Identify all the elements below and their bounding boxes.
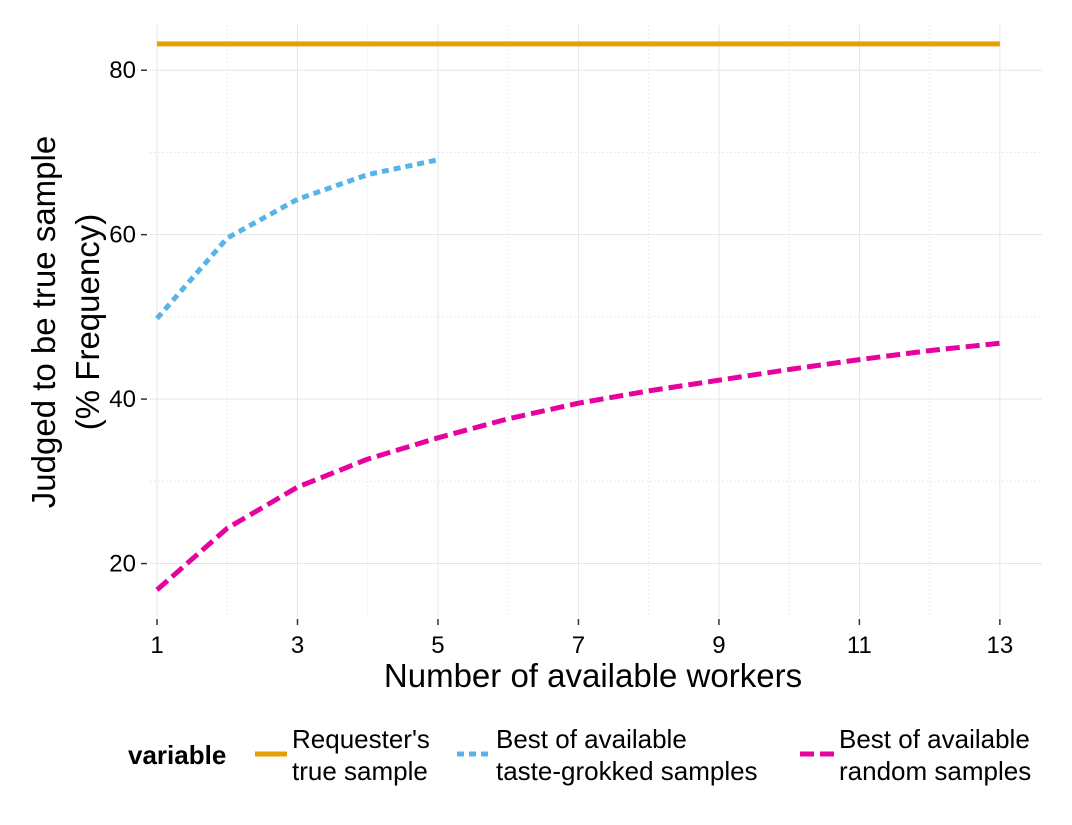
y-tick-label: 40 (109, 386, 136, 413)
x-tick-label: 9 (712, 632, 725, 659)
x-tick-label: 7 (572, 632, 585, 659)
x-axis-title: Number of available workers (384, 657, 802, 694)
legend-label-taste-grokked-line-2: taste-grokked samples (496, 756, 758, 786)
y-axis-title-line-1: Judged to be true sample (25, 136, 62, 508)
y-tick-label: 60 (109, 222, 136, 249)
series-lines (155, 41, 1001, 592)
y-axis-title: Judged to be true sample (% Frequency) (25, 136, 106, 508)
legend-label-requester-line-1: Requester's (292, 724, 430, 754)
y-axis-title-line-2: (% Frequency) (69, 214, 106, 430)
y-tick-label: 80 (109, 57, 136, 84)
legend-title: variable (128, 740, 226, 770)
x-tick-label: 13 (987, 632, 1014, 659)
x-tick-label: 3 (291, 632, 304, 659)
legend-label-random-line-1: Best of available (839, 724, 1030, 754)
legend: variable Requester's true sample Best of… (128, 724, 1031, 786)
x-axis: 1 3 5 7 9 11 13 (150, 619, 1013, 659)
y-axis: 20 40 60 80 (109, 57, 147, 578)
legend-label-requester-line-2: true sample (292, 756, 428, 786)
x-tick-label: 5 (431, 632, 444, 659)
x-tick-label: 11 (847, 632, 872, 659)
legend-label-random-line-2: random samples (839, 756, 1031, 786)
x-tick-label: 1 (150, 632, 163, 659)
legend-label-taste-grokked-line-1: Best of available (496, 724, 687, 754)
series-line-2 (155, 340, 1001, 592)
gridlines (150, 25, 1042, 617)
y-tick-label: 20 (109, 551, 136, 578)
